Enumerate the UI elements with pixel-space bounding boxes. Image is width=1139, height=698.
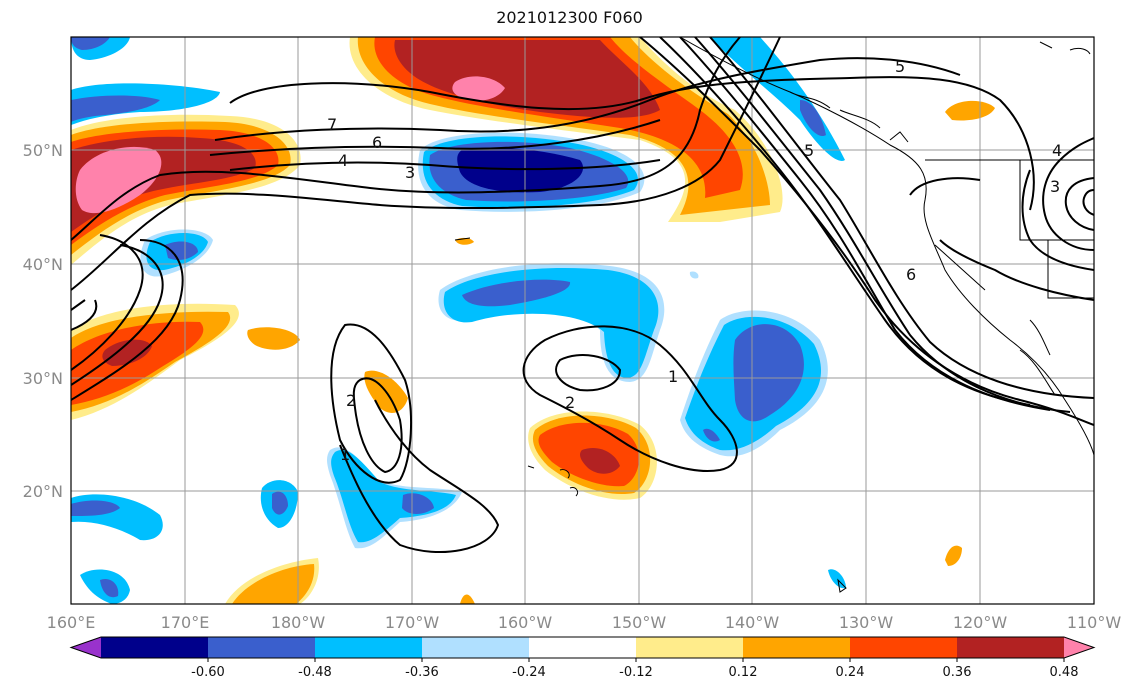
latitude-labels: 50°N 40°N 30°N 20°N	[23, 141, 63, 501]
graticule	[71, 37, 1094, 604]
contour-label: 3	[1050, 177, 1060, 196]
colorbar-tick-label: 0.36	[943, 665, 972, 680]
colorbar-swatch	[422, 637, 530, 658]
colorbar-tick-label: -0.60	[191, 665, 225, 680]
lon-label: 150°W	[612, 613, 667, 632]
colorbar-tick-label: -0.24	[512, 665, 546, 680]
map-frame	[70, 36, 1095, 605]
colorbar-swatch	[315, 637, 423, 658]
contour-labels: 7 6 4 3 5 5 4 3 6 2 1 1 2	[327, 57, 1062, 464]
lon-label: 120°W	[953, 613, 1008, 632]
colorbar-extend-high	[1064, 637, 1094, 658]
lat-label: 50°N	[23, 141, 63, 160]
lon-label: 160°E	[47, 613, 96, 632]
lon-label: 130°W	[839, 613, 894, 632]
anomaly-fills	[71, 37, 995, 604]
lon-label: 170°W	[385, 613, 440, 632]
contour-label: 5	[895, 57, 905, 76]
lon-label: 160°W	[498, 613, 553, 632]
colorbar-outline	[69, 636, 1096, 659]
colorbar-swatch	[850, 637, 958, 658]
colorbar-tick-label: -0.12	[619, 665, 653, 680]
colorbar-swatch	[101, 637, 209, 658]
lon-label: 140°W	[725, 613, 780, 632]
contour-label: 6	[906, 265, 916, 284]
colorbar-swatch	[208, 637, 316, 658]
lon-label: 180°W	[271, 613, 326, 632]
coastlines	[454, 37, 1094, 593]
contour-label: 4	[1052, 141, 1062, 160]
contour-label: 2	[346, 391, 356, 410]
contour-label: 1	[668, 367, 678, 386]
colorbar-swatch	[529, 637, 637, 658]
colorbar-tick-label: 0.48	[1050, 665, 1079, 680]
longitude-labels: 160°E 170°E 180°W 170°W 160°W 150°W 140°…	[47, 613, 1122, 632]
lat-label: 40°N	[23, 255, 63, 274]
colorbar: -0.60 -0.48 -0.36 -0.24 -0.12 0.12 0.24 0.36 0.4…	[69, 636, 1096, 680]
lon-label: 110°W	[1067, 613, 1122, 632]
colorbar-tick-label: 0.12	[729, 665, 758, 680]
contour-label: 2	[565, 393, 575, 412]
contour-label: 4	[338, 151, 348, 170]
colorbar-swatch	[743, 637, 851, 658]
lat-label: 20°N	[23, 482, 63, 501]
colorbar-tick-label: 0.24	[836, 665, 865, 680]
contour-label: 3	[405, 163, 415, 182]
colorbar-swatch	[957, 637, 1065, 658]
colorbar-tick-label: -0.48	[298, 665, 332, 680]
map-plot-area: 7 6 4 3 5 5 4 3 6 2 1 1 2	[71, 37, 1094, 604]
contour-label: 6	[372, 133, 382, 152]
contour-label: 5	[804, 141, 814, 160]
colorbar-extend-low	[71, 637, 101, 658]
height-contours	[71, 37, 1094, 553]
colorbar-tick-label: -0.36	[405, 665, 439, 680]
colorbar-swatch	[636, 637, 744, 658]
contour-label: 1	[340, 445, 350, 464]
lat-label: 30°N	[23, 369, 63, 388]
lon-label: 170°E	[161, 613, 210, 632]
contour-label: 7	[327, 115, 337, 134]
map-title: 2021012300 F060	[496, 8, 643, 27]
